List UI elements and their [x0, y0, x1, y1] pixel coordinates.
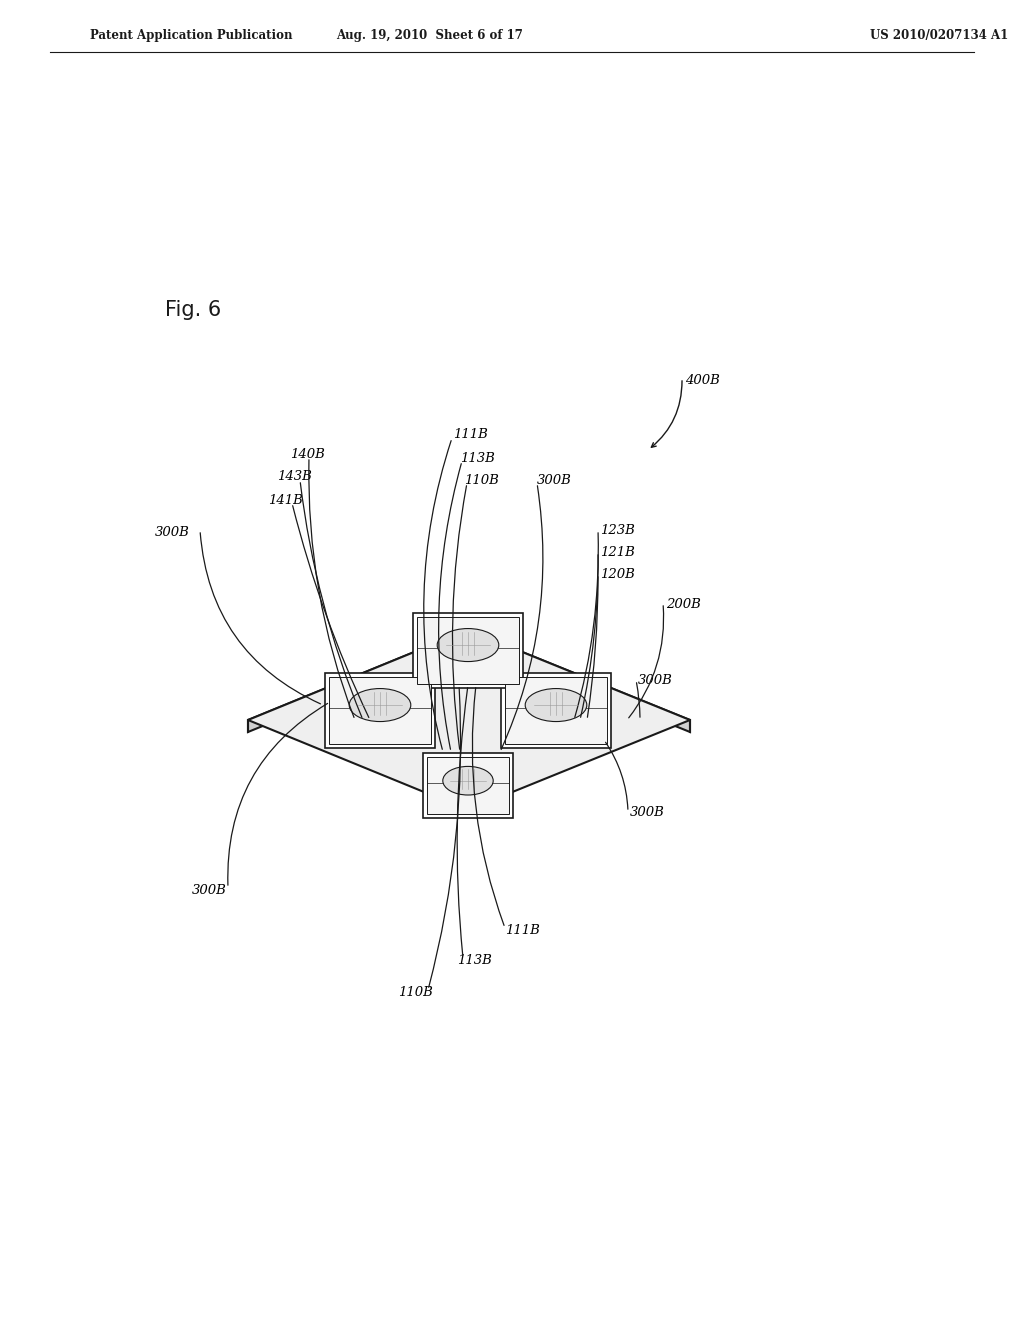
Text: 113B: 113B	[457, 953, 492, 966]
Polygon shape	[248, 630, 690, 733]
Text: 300B: 300B	[537, 474, 571, 487]
Bar	[505, 676, 607, 743]
Ellipse shape	[442, 767, 494, 795]
Bar	[329, 676, 431, 743]
Text: 300B: 300B	[630, 807, 665, 820]
Polygon shape	[248, 630, 690, 810]
Bar	[417, 616, 519, 684]
Bar	[413, 612, 523, 688]
Text: Patent Application Publication: Patent Application Publication	[90, 29, 293, 41]
Text: 111B: 111B	[505, 924, 540, 936]
Text: 113B: 113B	[460, 451, 495, 465]
Text: 123B: 123B	[600, 524, 635, 536]
Text: 200B: 200B	[666, 598, 700, 611]
Text: 111B: 111B	[453, 429, 487, 441]
Text: 141B: 141B	[268, 494, 303, 507]
Text: 300B: 300B	[638, 673, 673, 686]
Text: US 2010/0207134 A1: US 2010/0207134 A1	[870, 29, 1009, 41]
Text: Aug. 19, 2010  Sheet 6 of 17: Aug. 19, 2010 Sheet 6 of 17	[337, 29, 523, 41]
Text: 400B: 400B	[685, 374, 720, 387]
Text: 140B: 140B	[290, 447, 325, 461]
Text: 120B: 120B	[600, 568, 635, 581]
Ellipse shape	[525, 689, 587, 722]
Text: Fig. 6: Fig. 6	[165, 300, 221, 319]
Text: 300B: 300B	[155, 525, 189, 539]
Text: 121B: 121B	[600, 545, 635, 558]
Bar	[427, 756, 509, 813]
Bar	[325, 672, 435, 747]
Text: 143B: 143B	[278, 470, 312, 483]
Bar	[501, 672, 611, 747]
Bar	[423, 752, 513, 817]
Ellipse shape	[437, 628, 499, 661]
Text: 300B: 300B	[193, 883, 227, 896]
Text: 110B: 110B	[398, 986, 433, 998]
Ellipse shape	[349, 689, 411, 722]
Text: 110B: 110B	[464, 474, 499, 487]
